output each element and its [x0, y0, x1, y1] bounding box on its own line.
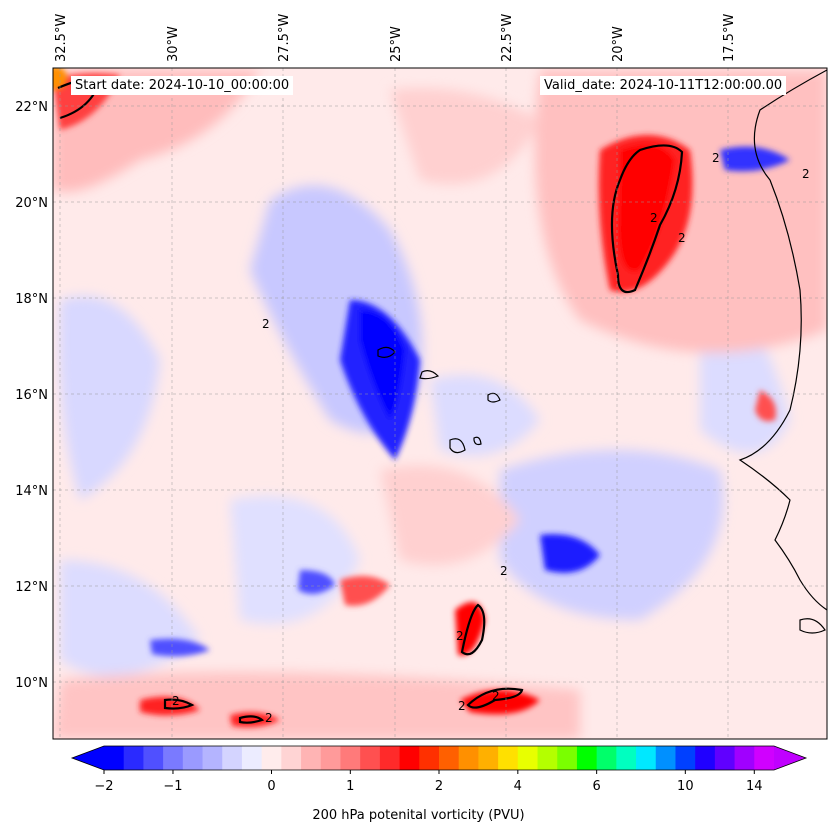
colorbar-bin — [281, 746, 302, 770]
colorbar-bin — [754, 746, 775, 770]
colorbar-bin — [596, 746, 617, 770]
lon-tick: 22.5°W — [500, 14, 515, 62]
lon-tick: 17.5°W — [722, 14, 737, 62]
colorbar-tick-label: 0 — [267, 779, 275, 794]
lat-tick: 14°N — [15, 484, 48, 499]
colorbar-bin — [478, 746, 499, 770]
contour-label: 2 — [712, 151, 720, 165]
colorbar-bin — [439, 746, 460, 770]
contour-label: 2 — [650, 211, 658, 225]
contour-label: 2 — [500, 564, 508, 578]
colorbar-over-arrow — [774, 746, 806, 770]
colorbar-tick-label: 10 — [677, 779, 694, 794]
contour-label: 2 — [262, 317, 270, 331]
valid-date-label: Valid_date: 2024-10-11T12:00:00.00 — [540, 76, 787, 95]
graticule — [53, 68, 827, 739]
colorbar-tick-label: −1 — [163, 779, 182, 794]
colorbar-bin — [123, 746, 144, 770]
colorbar-bin — [399, 746, 420, 770]
colorbar-under-arrow — [72, 746, 104, 770]
lat-tick: 20°N — [15, 196, 48, 211]
colorbar-bin — [301, 746, 322, 770]
contour-label: 2 — [802, 167, 810, 181]
colorbar-bin — [537, 746, 558, 770]
colorbar-bin — [202, 746, 223, 770]
colorbar-bin — [104, 746, 125, 770]
colorbar-label: 200 hPa potenital vorticity (PVU) — [312, 808, 525, 823]
lat-tick: 10°N — [15, 676, 48, 691]
map-frame — [52, 67, 828, 740]
contour-label: 2 — [456, 629, 464, 643]
lon-tick: 30°W — [166, 26, 181, 62]
lon-tick: 20°W — [611, 26, 626, 62]
lat-tick: 18°N — [15, 292, 48, 307]
colorbar-bin — [517, 746, 539, 770]
colorbar: −2 −1 0 1 2 4 6 10 14 — [70, 745, 808, 794]
contour-label: 2 — [172, 694, 180, 708]
colorbar-ticks: −2 −1 0 1 2 4 6 10 14 — [94, 770, 763, 794]
contour-label: 2 — [678, 231, 686, 245]
pv-map: 2 2 2 2 2 2 2 2 2 2 2 32.5°W 30°W 27.5°W… — [15, 14, 828, 740]
lat-tick: 16°N — [15, 388, 48, 403]
colorbar-tick-label: −2 — [94, 779, 113, 794]
colorbar-bin — [320, 746, 341, 770]
contour-label: 2 — [265, 711, 273, 725]
colorbar-tick-label: 14 — [746, 779, 763, 794]
colorbar-bin — [241, 746, 263, 770]
colorbar-tick-label: 1 — [346, 779, 354, 794]
lon-tick: 27.5°W — [277, 14, 292, 62]
colorbar-bin — [182, 746, 204, 770]
colorbar-bin — [675, 746, 696, 770]
colorbar-bin — [458, 746, 479, 770]
lat-tick: 12°N — [15, 580, 48, 595]
colorbar-bin — [419, 746, 440, 770]
colorbar-tick-label: 6 — [593, 779, 601, 794]
colorbar-bin — [695, 746, 716, 770]
colorbar-bin — [714, 746, 736, 770]
colorbar-bins — [104, 746, 775, 770]
lat-tick: 22°N — [15, 100, 48, 115]
pv-field: 2 2 2 2 2 2 2 2 2 2 2 — [53, 68, 827, 739]
lon-tick: 32.5°W — [54, 14, 69, 62]
colorbar-tick-label: 2 — [435, 779, 443, 794]
start-date-label: Start date: 2024-10-10_00:00:00 — [71, 76, 294, 95]
colorbar-bin — [636, 746, 657, 770]
colorbar-bin — [379, 746, 401, 770]
lat-ticks: 22°N 20°N 18°N 16°N 14°N 12°N 10°N — [15, 100, 48, 691]
colorbar-bin — [557, 746, 578, 770]
colorbar-bin — [340, 746, 361, 770]
colorbar-bin — [734, 746, 755, 770]
contour-label: 2 — [458, 699, 466, 713]
coastlines — [377, 69, 827, 634]
colorbar-bin — [261, 746, 282, 770]
colorbar-tick-label: 4 — [514, 779, 522, 794]
colorbar-bin — [143, 746, 164, 770]
contour-labels: 2 2 2 2 2 2 2 2 2 2 2 — [172, 151, 810, 725]
lon-tick: 25°W — [389, 26, 404, 62]
colorbar-bin — [576, 746, 598, 770]
colorbar-bin — [655, 746, 676, 770]
colorbar-bin — [498, 746, 519, 770]
lon-ticks: 32.5°W 30°W 27.5°W 25°W 22.5°W 20°W 17.5… — [54, 14, 737, 62]
colorbar-bin — [616, 746, 637, 770]
colorbar-bin — [163, 746, 184, 770]
colorbar-bin — [360, 746, 381, 770]
colorbar-bin — [222, 746, 243, 770]
contour-label: 2 — [492, 689, 500, 703]
